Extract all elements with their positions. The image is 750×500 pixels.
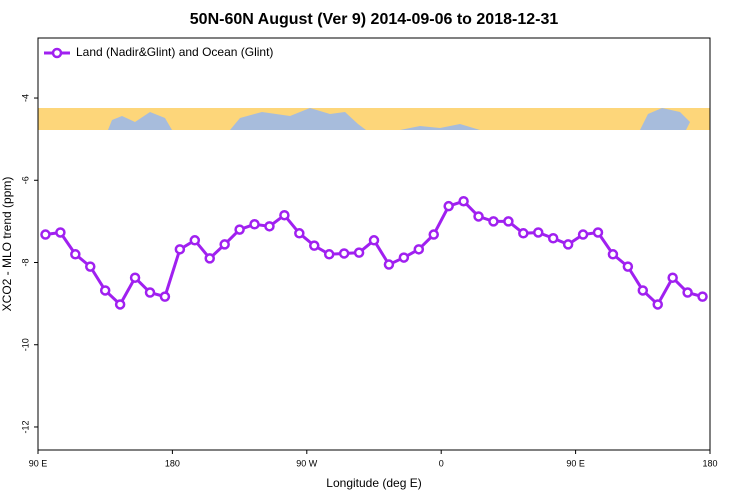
legend-marker: [51, 47, 63, 59]
data-point: [323, 249, 335, 260]
map-strip: [38, 108, 710, 130]
x-tick-label: 0: [439, 458, 444, 468]
data-point: [234, 224, 245, 235]
data-point: [249, 219, 260, 230]
data-point: [309, 240, 320, 251]
data-point: [547, 232, 559, 244]
data-point: [667, 272, 678, 283]
data-point: [577, 229, 589, 240]
y-axis-label: XCO2 - MLO trend (ppm): [0, 177, 14, 312]
data-point: [637, 285, 649, 296]
y-tick-label: -10: [20, 338, 30, 351]
data-point: [518, 228, 529, 239]
data-point: [607, 249, 619, 260]
x-tick-label: 90 E: [29, 458, 48, 468]
x-tick-label: 180: [702, 458, 717, 468]
data-point: [174, 244, 186, 255]
data-point: [204, 253, 215, 264]
y-tick-label: -4: [20, 94, 30, 102]
data-point: [114, 299, 126, 310]
data-point: [189, 235, 201, 246]
data-point: [413, 244, 425, 255]
data-point: [264, 221, 275, 232]
data-point: [338, 248, 350, 259]
data-point: [622, 261, 634, 272]
data-point: [592, 227, 604, 238]
data-point: [99, 285, 111, 296]
plot-frame: [37, 37, 711, 451]
data-point: [70, 249, 81, 260]
x-tick-label: 180: [165, 458, 180, 468]
data-point: [383, 259, 395, 270]
data-point: [533, 227, 544, 238]
y-tick-label: -8: [20, 258, 30, 266]
data-point: [144, 287, 156, 298]
data-point: [219, 239, 230, 250]
data-point: [279, 209, 290, 221]
data-point: [488, 216, 499, 227]
data-point: [473, 211, 484, 222]
x-tick-label: 90 W: [296, 458, 318, 468]
data-point: [503, 216, 514, 227]
data-point: [368, 235, 380, 246]
data-point: [458, 195, 469, 207]
data-point: [697, 291, 708, 302]
data-point: [294, 228, 305, 239]
series-line: [45, 199, 703, 307]
y-tick-label: -12: [20, 420, 30, 433]
chart-title: 50N-60N August (Ver 9) 2014-09-06 to 201…: [190, 11, 559, 28]
data-point: [682, 287, 693, 298]
data-point: [443, 200, 454, 212]
data-point: [40, 229, 51, 240]
data-point: [428, 229, 439, 240]
data-point: [159, 291, 171, 302]
data-point: [353, 247, 365, 258]
data-point: [129, 272, 141, 283]
y-tick-label: -6: [20, 176, 30, 184]
data-point: [562, 239, 574, 250]
data-point: [55, 227, 66, 238]
data-point: [652, 299, 663, 310]
data-point: [85, 261, 96, 272]
x-axis-label: Longitude (deg E): [326, 476, 421, 490]
data-point: [398, 252, 410, 263]
x-tick-label: 90 E: [566, 458, 585, 468]
legend-label: Land (Nadir&Glint) and Ocean (Glint): [76, 45, 273, 59]
